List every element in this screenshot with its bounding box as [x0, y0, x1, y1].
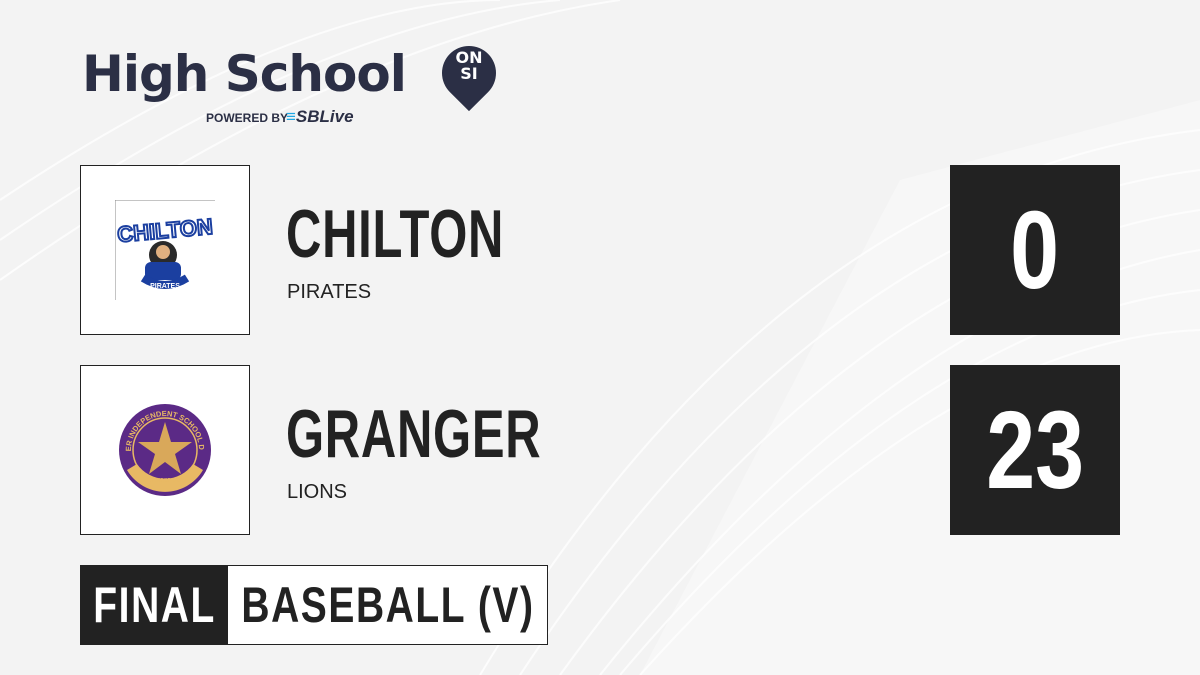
brand-title: High School: [82, 45, 407, 103]
svg-text:PIRATES: PIRATES: [150, 283, 180, 290]
granger-seal-icon: GRANGER INDEPENDENT SCHOOL DISTRICT FOUN…: [117, 402, 211, 496]
team-mascot-granger: LIONS: [287, 481, 348, 503]
pirate-mascot-icon: CHILTON PIRATES: [115, 200, 215, 300]
score-granger: 23: [950, 365, 1120, 535]
team-logo-granger: GRANGER INDEPENDENT SCHOOL DISTRICT FOUN…: [80, 365, 250, 535]
high-school-on-si-logo[interactable]: High School: [82, 44, 407, 104]
sport-label: BASEBALL (V): [240, 577, 535, 633]
team-name-chilton: CHILTON: [286, 196, 505, 272]
powered-by-label: POWERED BY: [206, 111, 289, 125]
team-name-granger: GRANGER: [286, 396, 542, 472]
team-mascot-chilton: PIRATES: [287, 281, 372, 303]
on-si-badge: ON SI: [455, 48, 483, 83]
game-status-bar: FINAL BASEBALL (V): [80, 565, 548, 645]
final-badge: FINAL: [81, 566, 228, 644]
sblive-logo: ≡SBLive: [286, 107, 354, 126]
team-logo-chilton: CHILTON PIRATES: [80, 165, 250, 335]
svg-text:FOUNDED 1887: FOUNDED 1887: [146, 478, 183, 484]
score-chilton: 0: [950, 165, 1120, 335]
